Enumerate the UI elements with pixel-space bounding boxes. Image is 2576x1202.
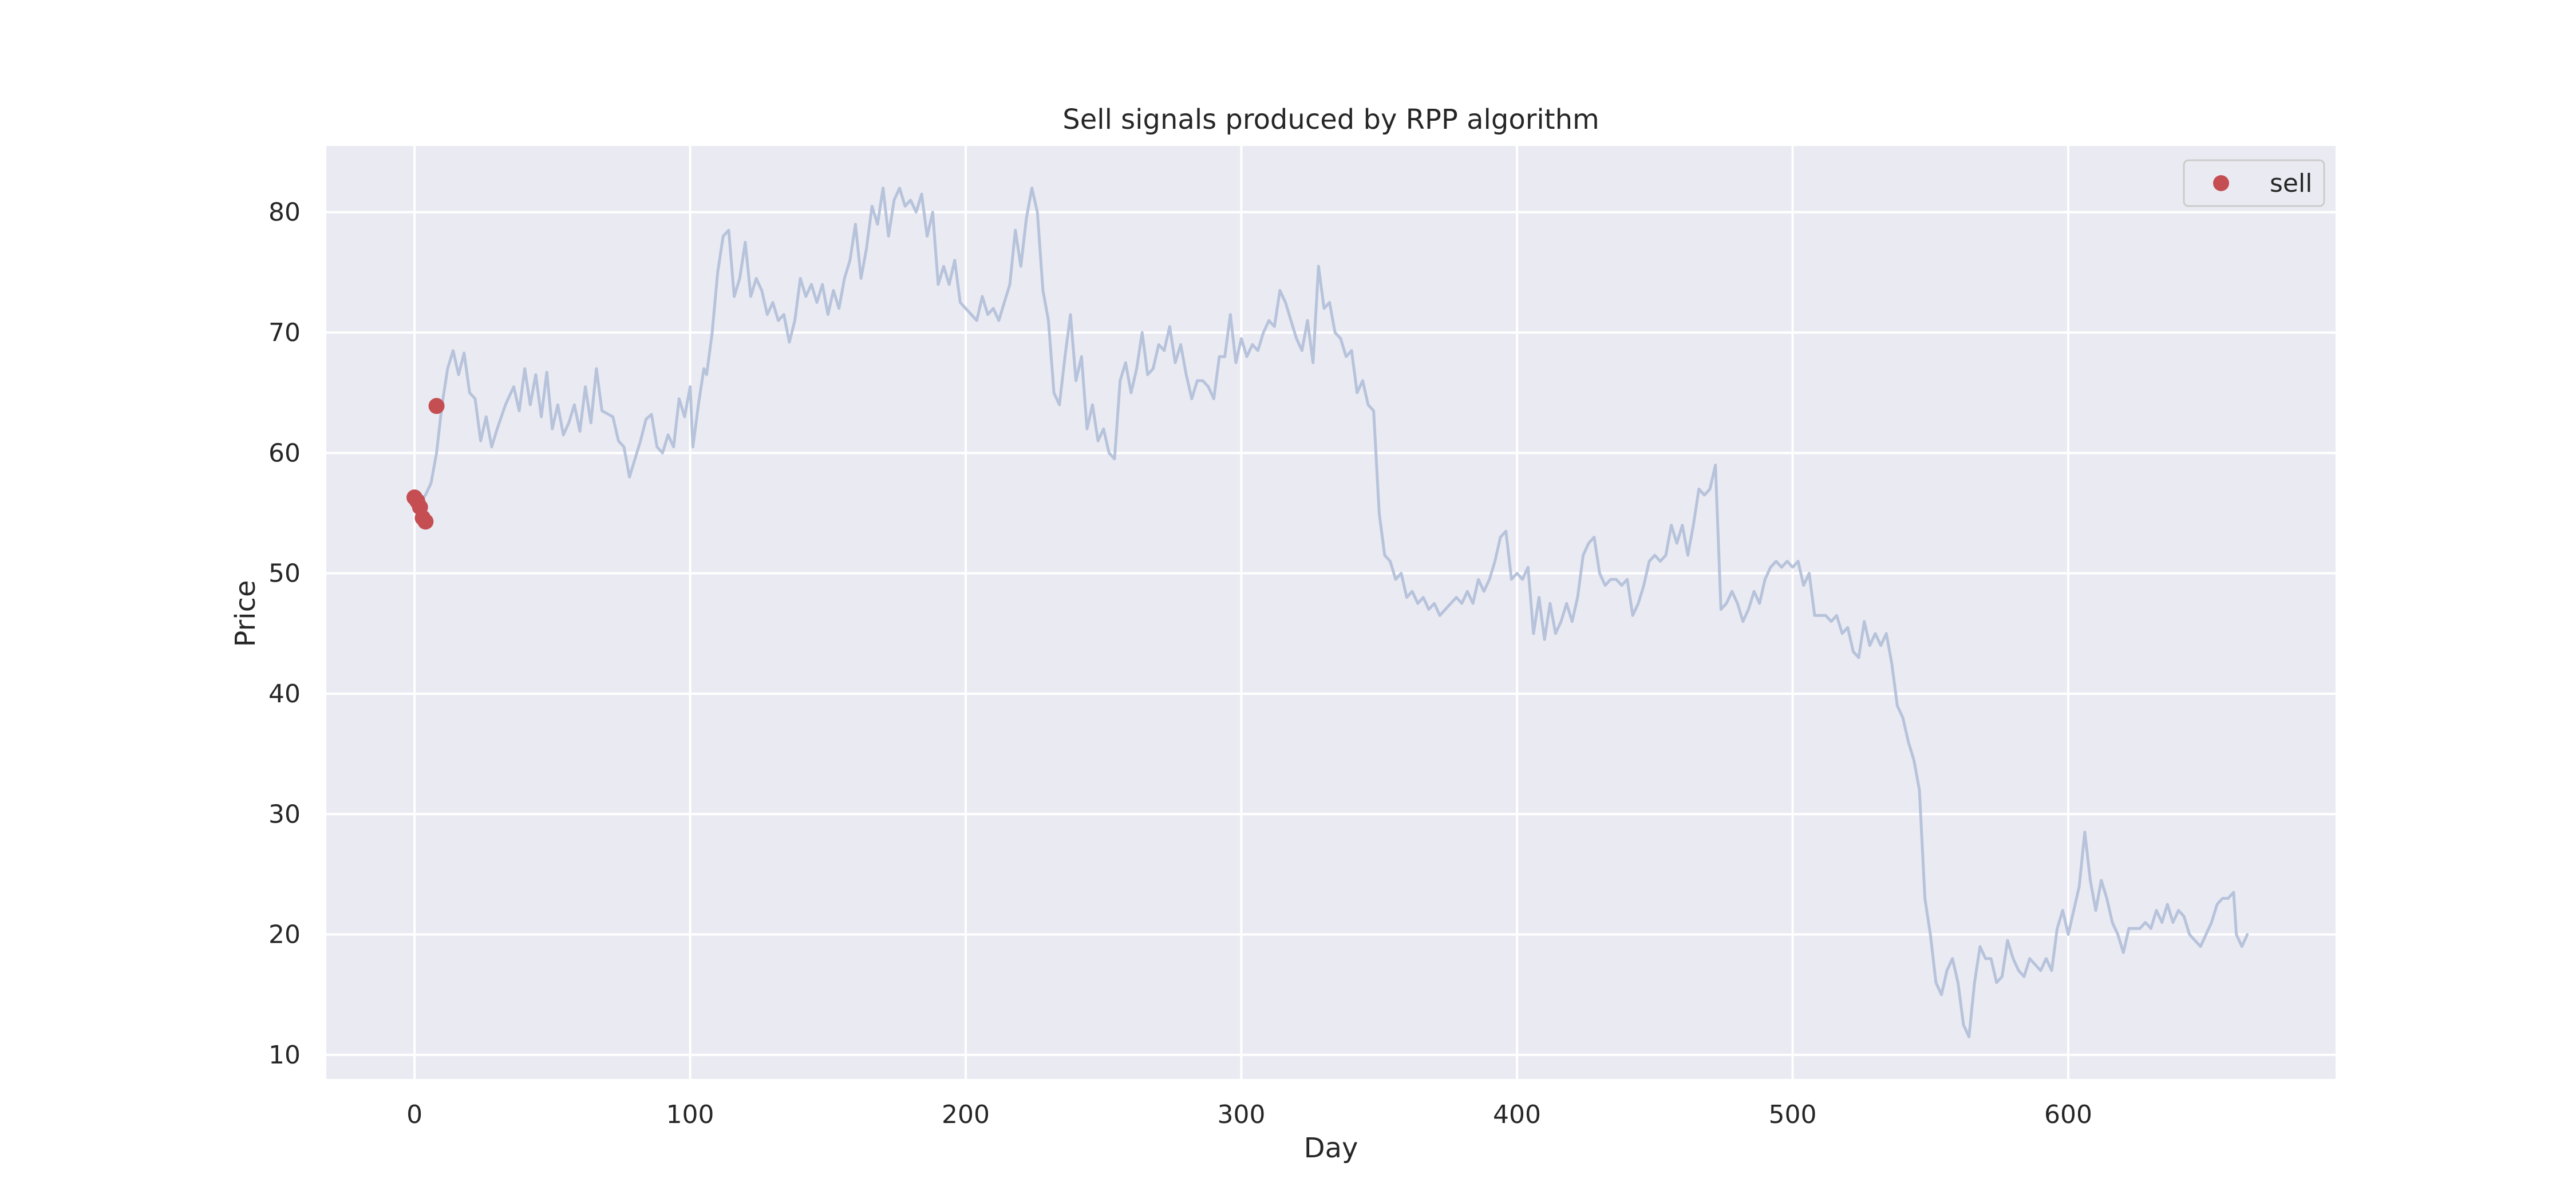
x-gridlines — [413, 146, 2069, 1079]
y-gridlines — [326, 211, 2336, 1056]
sell-point — [428, 398, 445, 414]
x-tick-label: 0 — [406, 1100, 422, 1129]
legend-sell-marker — [2213, 175, 2229, 191]
chart-title: Sell signals produced by RPP algorithm — [1062, 104, 1599, 136]
y-tick-label: 50 — [268, 559, 301, 588]
y-tick-labels: 10 20 30 40 50 60 70 80 — [268, 198, 301, 1070]
x-tick-label: 400 — [1493, 1100, 1541, 1129]
x-axis-label: Day — [1304, 1132, 1358, 1164]
price-line-series — [413, 187, 2249, 1038]
x-tick-label: 200 — [942, 1100, 990, 1129]
y-tick-label: 80 — [268, 198, 301, 227]
y-tick-label: 70 — [268, 318, 301, 347]
x-tick-label: 600 — [2044, 1100, 2092, 1129]
sell-point — [417, 513, 434, 530]
y-tick-label: 20 — [268, 920, 301, 950]
plot-area — [326, 146, 2336, 1079]
y-tick-label: 40 — [268, 679, 301, 709]
x-tick-label: 100 — [666, 1100, 714, 1129]
y-axis-label: Price — [230, 580, 262, 647]
x-tick-labels: 0 100 200 300 400 500 600 — [406, 1100, 2092, 1129]
x-tick-label: 300 — [1218, 1100, 1266, 1129]
sell-points-series — [406, 398, 445, 530]
y-tick-label: 60 — [268, 438, 301, 468]
y-tick-label: 10 — [268, 1041, 301, 1070]
legend-sell-label: sell — [2270, 169, 2312, 198]
y-tick-label: 30 — [268, 800, 301, 829]
x-tick-label: 500 — [1768, 1100, 1816, 1129]
legend-box — [2183, 159, 2325, 207]
legend: sell — [2183, 159, 2325, 207]
